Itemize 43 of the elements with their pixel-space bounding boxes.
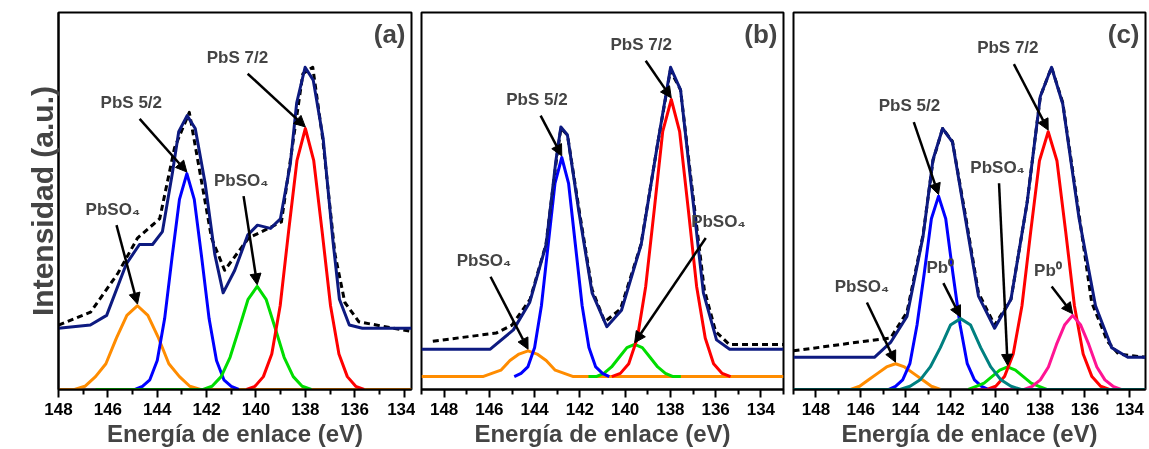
- annotation: PbS 5/2: [506, 90, 568, 109]
- x-tick-label: 134: [746, 399, 776, 419]
- annotation: PbS 5/2: [878, 96, 941, 116]
- x-tick-label: 142: [936, 399, 965, 419]
- x-tick-label: 140: [981, 399, 1010, 419]
- x-tick-label: 140: [610, 399, 640, 419]
- annotation: PbS 7/2: [977, 38, 1039, 58]
- annotation: Pb⁰: [1034, 260, 1062, 280]
- x-tick-label: 148: [801, 399, 831, 419]
- annotation: PbSO₄: [213, 170, 269, 190]
- x-tick-label: 146: [93, 399, 123, 419]
- annotation: PbSO₄: [834, 276, 890, 296]
- x-tick-label: 144: [143, 399, 172, 419]
- x-tick-label: 146: [846, 399, 875, 419]
- x-tick-label: 138: [291, 399, 320, 419]
- annotation: PbSO₄: [85, 199, 140, 219]
- x-tick-label: 134: [1115, 399, 1145, 419]
- x-tick-label: 146: [475, 399, 504, 419]
- x-axis-title: Energía de enlace (eV): [106, 419, 364, 447]
- x-axis-title: Energía de enlace (eV): [474, 419, 731, 447]
- chart-title: (c): [1107, 18, 1140, 49]
- x-tick-label: 134: [387, 399, 417, 419]
- x-axis-title: Energía de enlace (eV): [841, 419, 1098, 447]
- chart-title: (b): [744, 18, 778, 49]
- x-tick-label: 144: [891, 399, 921, 419]
- annotation: PbSO₄: [970, 157, 1025, 177]
- x-tick-label: 138: [656, 399, 685, 419]
- x-tick-label: 148: [44, 399, 73, 419]
- x-tick-label: 136: [1070, 399, 1100, 419]
- x-tick-label: 144: [520, 399, 550, 419]
- x-tick-label: 136: [701, 399, 730, 419]
- x-tick-label: 142: [192, 399, 221, 419]
- x-tick-label: 138: [1025, 399, 1055, 419]
- x-tick-label: 142: [565, 399, 595, 419]
- chart-title: (a): [373, 18, 406, 49]
- annotation: PbSO₄: [456, 251, 512, 271]
- annotation: PbS 7/2: [206, 48, 269, 68]
- annotation: PbS 7/2: [610, 35, 672, 55]
- y-axis-title: Intensidad (a.u.): [25, 85, 59, 316]
- x-tick-label: 148: [429, 399, 459, 419]
- x-tick-label: 140: [241, 399, 271, 419]
- x-tick-label: 136: [340, 399, 369, 419]
- annotation: PbS 5/2: [100, 93, 163, 113]
